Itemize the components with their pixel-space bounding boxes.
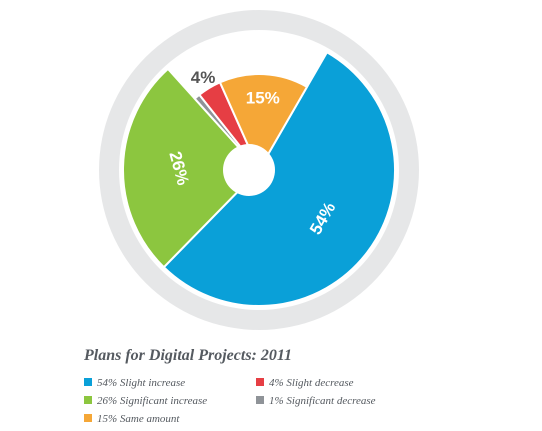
legend-item-significant-increase: 26% Significant increase — [84, 394, 207, 408]
legend-item-same-amount: 15% Same amount — [84, 412, 180, 426]
legend-item-significant-decrease: 1% Significant decrease — [256, 394, 376, 408]
legend-label: 15% Same amount — [97, 413, 180, 425]
legend-label: 26% Significant increase — [97, 395, 208, 407]
center-hole — [223, 144, 275, 196]
slice-value-label: 15% — [246, 89, 280, 108]
chart-title: Plans for Digital Projects: 2011 — [84, 347, 292, 364]
pie-slice-slight-increase — [162, 50, 396, 308]
pie-slice-same-amount — [218, 73, 309, 173]
legend-label: 4% Slight decrease — [269, 377, 354, 389]
slice-value-label: 4% — [191, 68, 216, 87]
legend-swatch — [84, 378, 92, 386]
legend-swatch — [256, 396, 264, 404]
pie-chart: 54%26%4%15% — [99, 10, 419, 330]
legend-swatch — [84, 414, 92, 422]
legend-label: 1% Significant decrease — [269, 395, 376, 407]
legend-item-slight-decrease: 4% Slight decrease — [256, 376, 354, 390]
legend: 54% Slight increase 26% Significant incr… — [84, 376, 414, 428]
legend-swatch — [84, 396, 92, 404]
pie-slice-significant-increase — [122, 67, 261, 269]
legend-item-slight-increase: 54% Slight increase — [84, 376, 185, 390]
legend-label: 54% Slight increase — [97, 377, 186, 389]
legend-swatch — [256, 378, 264, 386]
